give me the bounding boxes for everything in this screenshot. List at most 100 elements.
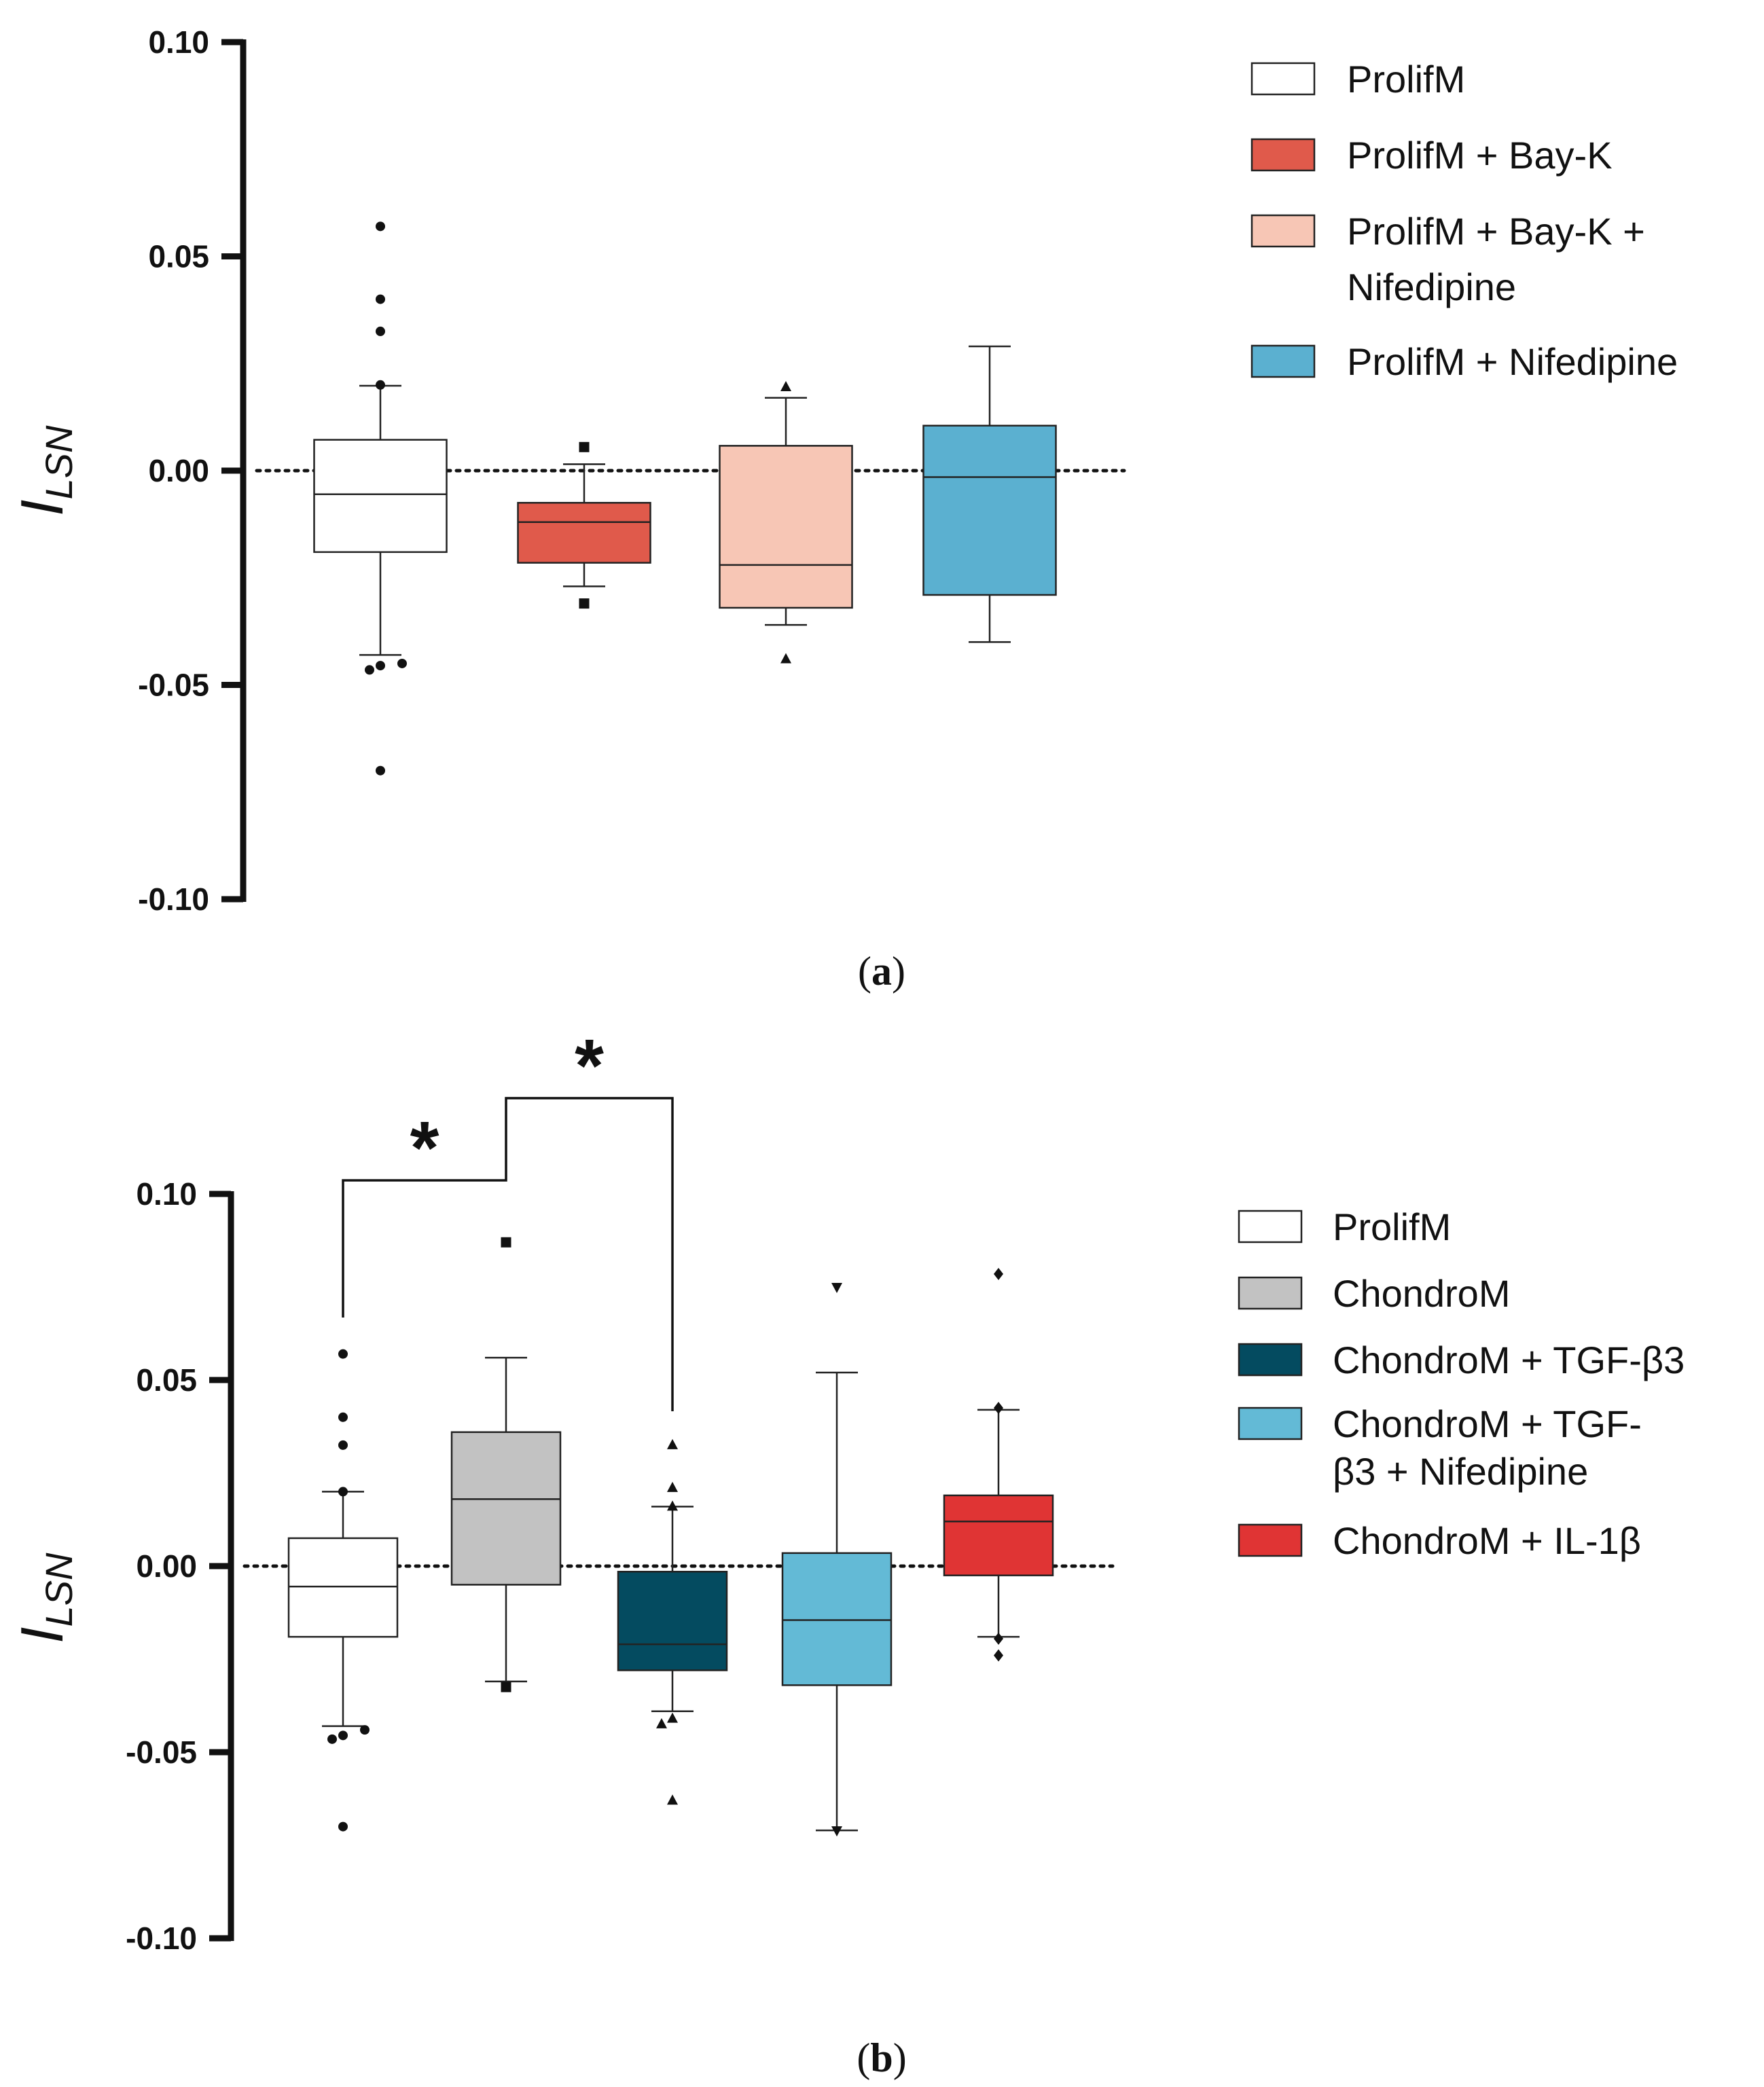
- panel-a-box-1: [517, 441, 651, 609]
- legend-swatch: [1238, 1210, 1303, 1244]
- panel-a-label: (a): [858, 949, 905, 994]
- legend-swatch: [1250, 138, 1316, 172]
- legend-label: ProlifM + Bay-K: [1347, 134, 1613, 177]
- panel-b-y-tick-label: 0.05: [136, 1362, 197, 1398]
- panel-b-legend-item-4: ChondroM + IL-1β: [1238, 1519, 1641, 1562]
- outlier-point: [501, 1237, 511, 1248]
- outlier-point: [376, 765, 385, 776]
- outlier-point: [780, 653, 791, 664]
- panel-b-chart: 0.100.050.00-0.05-0.10 ILSN ** ProlifMCh…: [8, 1024, 1685, 2080]
- panel-b-box-2: [617, 1438, 728, 1805]
- outlier-point: [338, 1349, 348, 1359]
- panel-a-y-tick-label: 0.05: [148, 239, 209, 274]
- panel-b-box-4: [943, 1267, 1054, 1662]
- box-iqr: [287, 1537, 399, 1638]
- legend-label: ChondroM: [1333, 1272, 1510, 1315]
- panel-b-box-1: [450, 1237, 562, 1692]
- panel-b-significance: **: [342, 1024, 674, 1411]
- panel-b-legend: ProlifM ChondroM ChondroM + TGF-β3 ChondroM…: [1238, 1205, 1685, 1562]
- outlier-point: [501, 1682, 511, 1692]
- panel-a-legend-item-1: ProlifM + Bay-K: [1250, 134, 1613, 177]
- outlier-point: [579, 598, 590, 609]
- panel-b-legend-item-2: ChondroM + TGF-β3: [1238, 1339, 1685, 1381]
- legend-swatch: [1238, 1523, 1303, 1557]
- panel-b-y-axis-label: ILSN: [8, 1553, 80, 1644]
- outlier-point: [656, 1718, 667, 1728]
- box-iqr: [943, 1494, 1054, 1576]
- legend-swatch: [1238, 1407, 1303, 1440]
- panel-b-boxes: [287, 1237, 1054, 1837]
- outlier-point: [338, 1487, 348, 1497]
- panel-b-legend-item-0: ProlifM: [1238, 1205, 1451, 1248]
- legend-label-line2: β3 + Nifedipine: [1333, 1450, 1588, 1493]
- outlier-point: [365, 665, 374, 675]
- panel-a-y-tick-label: 0.10: [148, 24, 209, 60]
- box-iqr: [617, 1570, 728, 1671]
- outlier-point: [376, 661, 385, 671]
- panel-a-legend-item-2: ProlifM + Bay-K + Nifedipine: [1250, 210, 1645, 308]
- legend-label: ProlifM + Nifedipine: [1347, 340, 1678, 383]
- significance-star: *: [410, 1106, 439, 1190]
- panel-b-label: (b): [857, 2035, 906, 2080]
- panel-b-legend-item-3: ChondroM + TGF-β3 + Nifedipine: [1238, 1402, 1642, 1493]
- panel-a-legend: ProlifM ProlifM + Bay-K ProlifM + Bay-K + N…: [1250, 58, 1678, 383]
- panel-b-box-0: [287, 1349, 399, 1832]
- legend-label: ChondroM + IL-1β: [1333, 1519, 1641, 1562]
- outlier-point: [338, 1730, 348, 1741]
- outlier-point: [376, 326, 385, 336]
- legend-label: ChondroM + TGF-: [1333, 1402, 1642, 1445]
- legend-swatch: [1250, 344, 1316, 378]
- outlier-point: [338, 1412, 348, 1422]
- panel-b-legend-item-1: ChondroM: [1238, 1272, 1510, 1315]
- significance-bracket: *: [342, 1106, 507, 1318]
- outlier-point: [831, 1283, 842, 1293]
- panel-a-y-axis-label: ILSN: [8, 425, 80, 516]
- outlier-point: [667, 1500, 678, 1511]
- box-iqr: [781, 1552, 893, 1686]
- panel-a-y-tick-label: -0.05: [138, 668, 209, 703]
- legend-swatch: [1238, 1343, 1303, 1377]
- legend-label: ProlifM + Bay-K +: [1347, 210, 1645, 253]
- outlier-point: [831, 1826, 842, 1837]
- outlier-point: [667, 1438, 678, 1449]
- outlier-point: [376, 294, 385, 304]
- panel-a-box-0: [313, 221, 448, 776]
- outlier-point: [338, 1821, 348, 1832]
- outlier-point: [667, 1481, 678, 1492]
- box-iqr: [450, 1431, 562, 1586]
- significance-star: *: [575, 1024, 604, 1108]
- legend-swatch: [1250, 214, 1316, 248]
- outlier-point: [780, 380, 791, 391]
- legend-swatch: [1238, 1276, 1303, 1310]
- panel-a-y-tick-label: -0.10: [138, 882, 209, 917]
- bracket-line: [505, 1097, 674, 1411]
- outlier-point: [376, 380, 385, 390]
- outlier-point: [327, 1734, 337, 1744]
- box-iqr: [313, 439, 448, 553]
- outlier-point: [338, 1440, 348, 1450]
- panel-a-letter: a: [871, 949, 892, 994]
- outlier-point: [579, 441, 590, 452]
- legend-label: ProlifM: [1347, 58, 1465, 101]
- panel-a-y-tick-label: 0.00: [148, 453, 209, 488]
- panel-a-box-3: [922, 345, 1057, 643]
- box-iqr: [517, 502, 651, 564]
- panel-a-chart: 0.100.050.00-0.05-0.10 ILSN ProlifMProli…: [8, 24, 1678, 994]
- panel-b-y-label-main: I: [8, 1627, 75, 1644]
- panel-b-letter: b: [870, 2035, 893, 2080]
- panel-b-y-tick-label: -0.05: [126, 1735, 197, 1770]
- outlier-point: [376, 221, 385, 232]
- panel-a-y-label-main: I: [8, 500, 75, 516]
- outlier-point: [994, 1632, 1003, 1645]
- bracket-line: [342, 1124, 507, 1318]
- significance-bracket: *: [505, 1024, 674, 1411]
- outlier-point: [360, 1725, 370, 1735]
- legend-label: ProlifM: [1333, 1205, 1451, 1248]
- panel-b-box-3: [781, 1283, 893, 1837]
- outlier-point: [667, 1712, 678, 1723]
- outlier-point: [994, 1402, 1003, 1415]
- panel-a-legend-item-0: ProlifM: [1250, 58, 1465, 101]
- panel-b-y-tick-label: 0.00: [136, 1548, 197, 1584]
- outlier-point: [994, 1267, 1003, 1280]
